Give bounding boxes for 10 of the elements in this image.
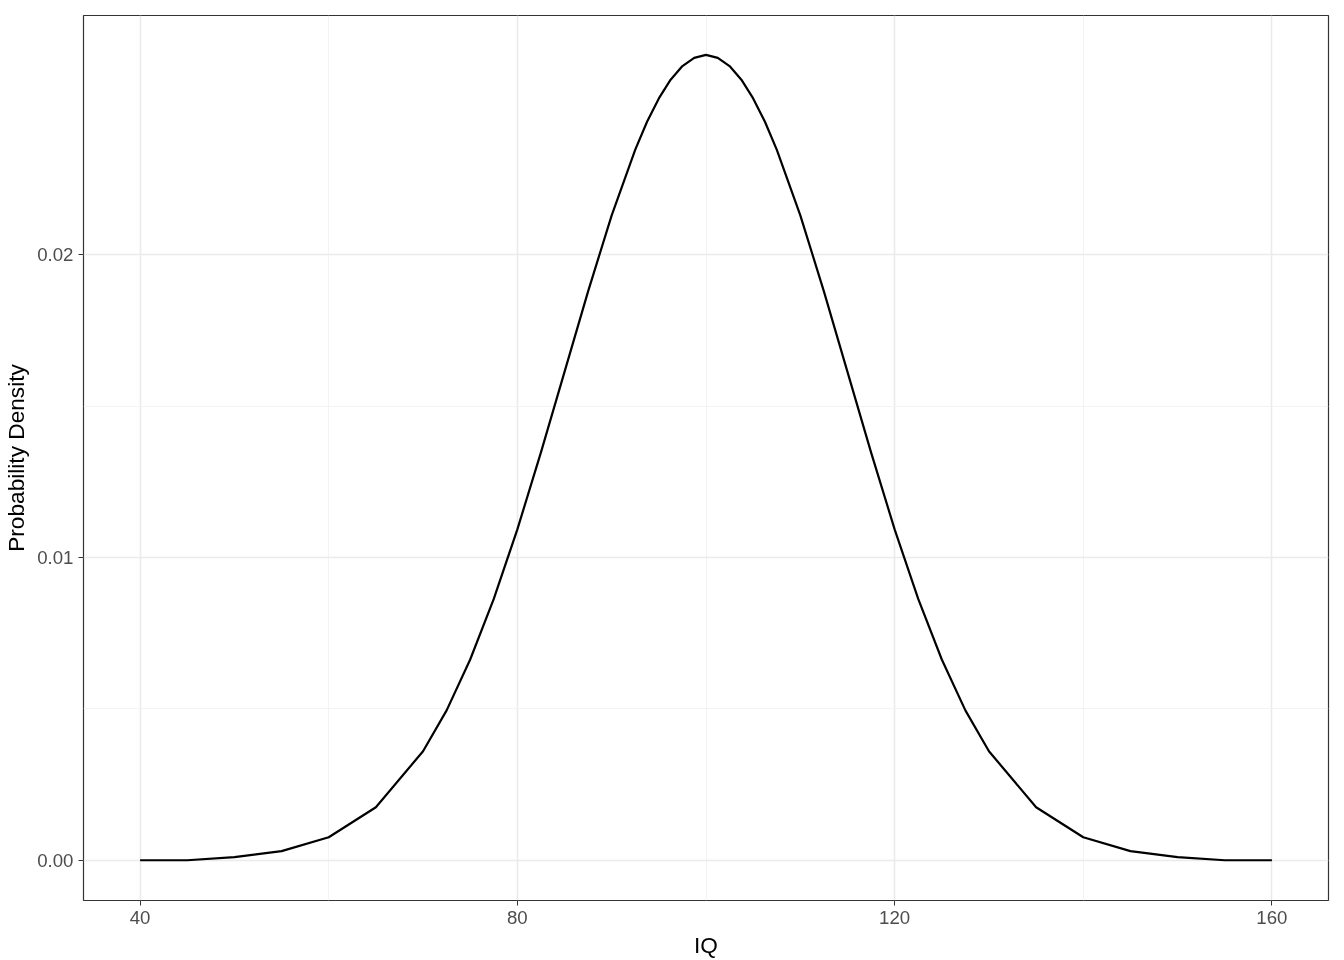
y-tick-label: 0.02 bbox=[37, 244, 74, 266]
x-tick-label: 160 bbox=[1256, 906, 1288, 928]
x-tick-label: 120 bbox=[879, 906, 911, 928]
y-tick-label: 0.01 bbox=[37, 546, 74, 568]
x-axis-title: IQ bbox=[694, 931, 718, 958]
x-tick-label: 80 bbox=[506, 906, 528, 928]
x-tick-label: 40 bbox=[129, 906, 151, 928]
line-series bbox=[138, 53, 1274, 862]
y-tick-label: 0.00 bbox=[37, 849, 74, 871]
y-axis-title: Probability Density bbox=[3, 363, 30, 552]
